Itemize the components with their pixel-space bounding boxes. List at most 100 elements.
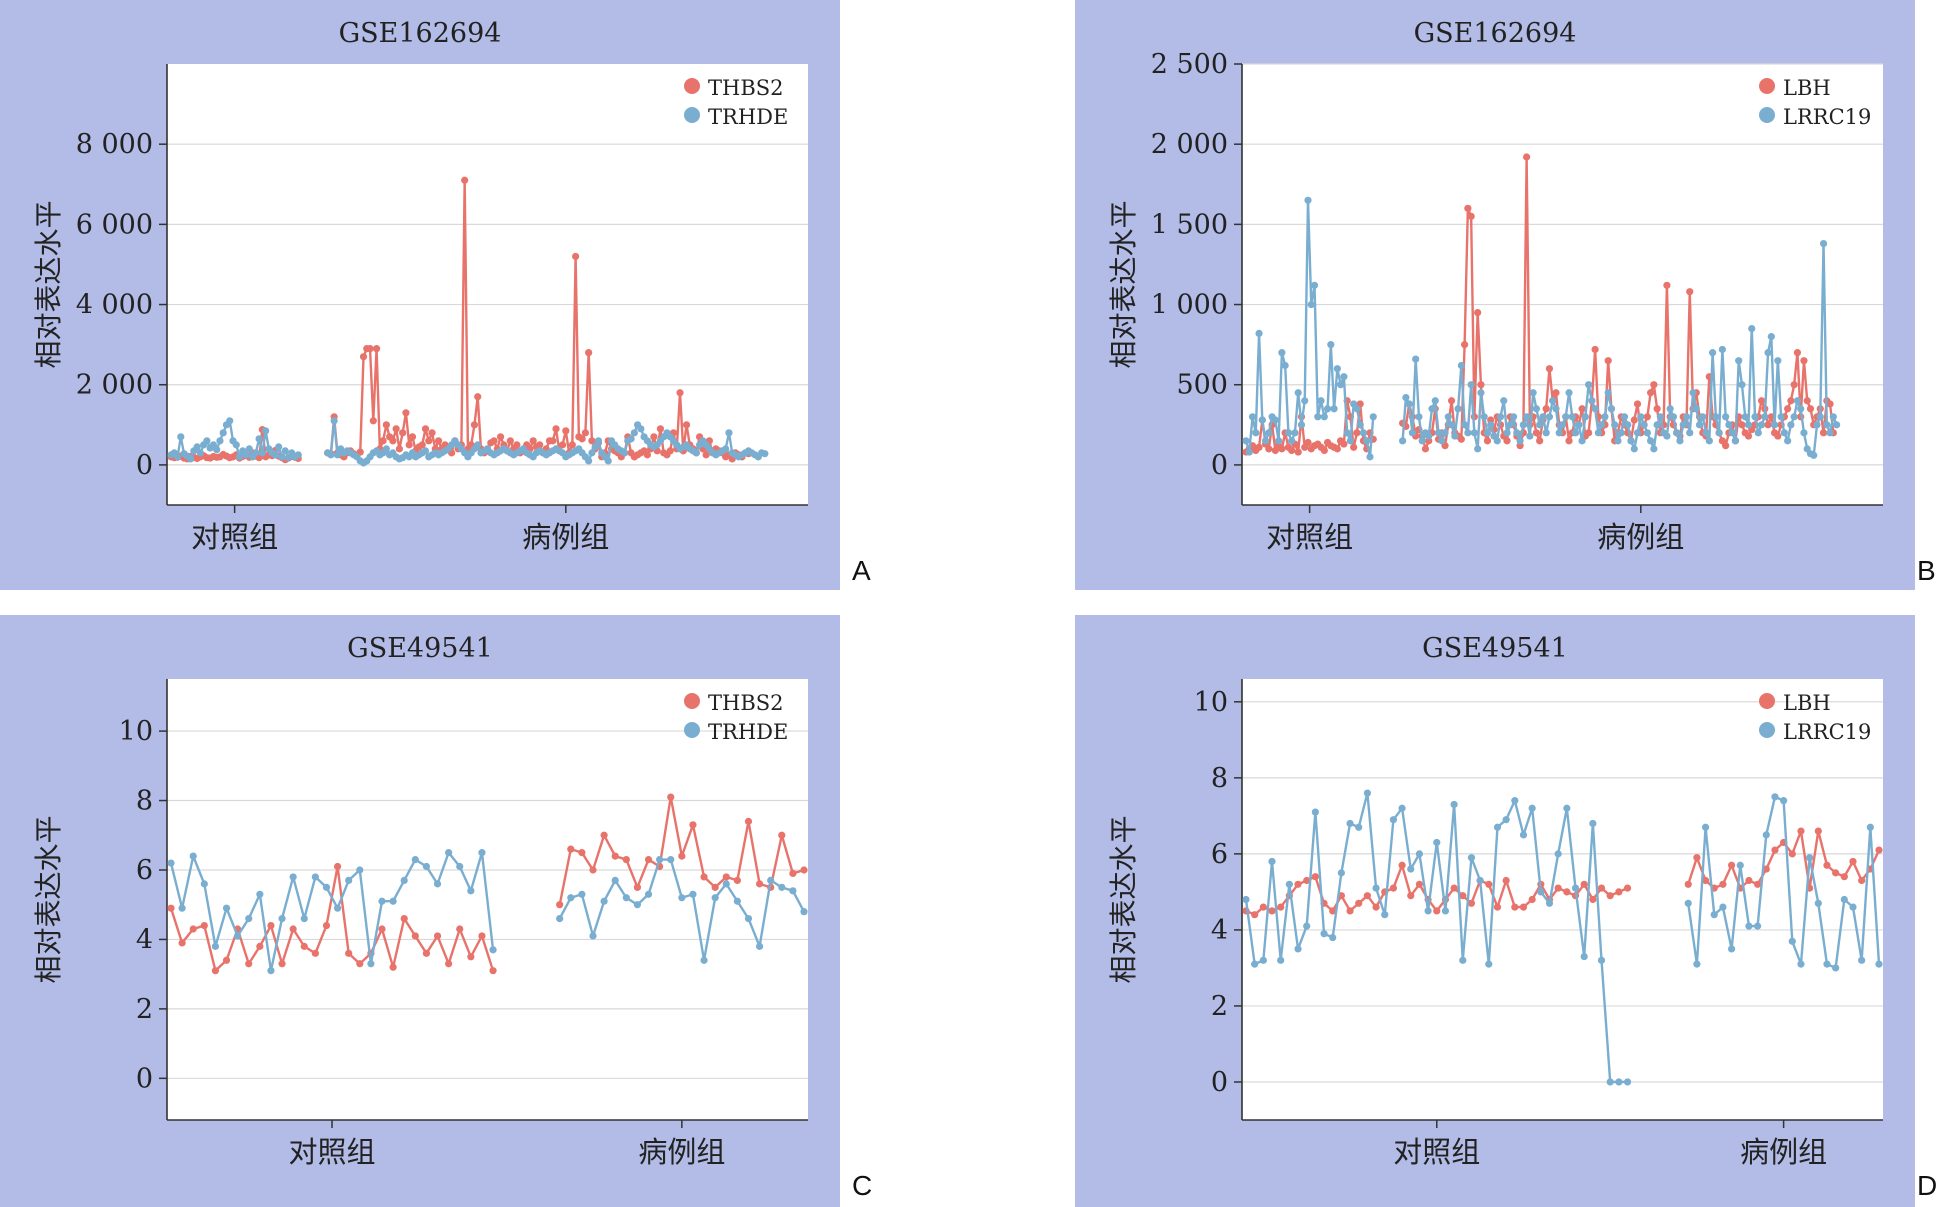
data-point xyxy=(1684,899,1692,907)
data-point xyxy=(1589,819,1597,828)
data-point xyxy=(1640,421,1648,429)
data-point xyxy=(369,417,377,425)
data-point xyxy=(1741,413,1749,421)
data-point xyxy=(1519,903,1528,911)
data-point xyxy=(1580,880,1588,888)
data-point xyxy=(1653,405,1661,413)
data-point xyxy=(1259,956,1267,964)
legend-marker xyxy=(684,107,700,123)
legend-label: TRHDE xyxy=(708,720,788,744)
data-point xyxy=(1693,960,1701,968)
data-point xyxy=(1346,907,1354,915)
data-point xyxy=(1770,421,1779,429)
data-point xyxy=(382,445,390,453)
data-point xyxy=(1346,819,1354,828)
data-point xyxy=(1255,329,1263,338)
data-point xyxy=(1597,884,1606,892)
data-point xyxy=(378,897,386,905)
data-point xyxy=(445,849,453,857)
data-point xyxy=(1323,405,1332,413)
data-point xyxy=(1682,413,1691,421)
data-point xyxy=(1329,907,1337,915)
data-point xyxy=(1735,357,1743,365)
data-point xyxy=(1245,448,1253,456)
chart-title: GSE49541 xyxy=(347,633,493,664)
data-point xyxy=(594,437,603,445)
data-point xyxy=(1402,393,1410,402)
data-point xyxy=(418,441,426,449)
data-point xyxy=(556,901,564,909)
data-point xyxy=(421,447,430,455)
x-tick-label: 对照组 xyxy=(1393,1135,1480,1169)
legend-label: LRRC19 xyxy=(1783,105,1871,129)
data-point xyxy=(1744,432,1753,440)
data-point xyxy=(1708,349,1717,357)
data-point xyxy=(1355,899,1363,907)
data-point xyxy=(1407,865,1415,873)
data-point xyxy=(1816,413,1824,421)
plot-area xyxy=(167,64,808,505)
y-tick-label: 4 xyxy=(1211,915,1228,946)
data-point xyxy=(1630,416,1638,424)
data-point xyxy=(193,443,201,451)
data-point xyxy=(1317,397,1325,405)
data-point xyxy=(425,437,433,445)
data-point xyxy=(1294,945,1302,953)
legend-label: LBH xyxy=(1783,691,1831,715)
data-point xyxy=(311,873,319,881)
data-point xyxy=(1780,797,1788,805)
chart-panel-a: GSE162694 0 2 000 4 000 6 000 8 000 相对表达水平 对照组… xyxy=(0,0,840,590)
data-point xyxy=(245,960,253,968)
data-point xyxy=(216,437,224,445)
data-point xyxy=(1591,405,1599,413)
y-tick-label: 2 000 xyxy=(1151,129,1228,160)
data-point xyxy=(256,942,264,950)
data-point xyxy=(1311,808,1319,816)
data-point xyxy=(1294,389,1302,397)
y-axis-label: 相对表达水平 xyxy=(32,200,65,368)
data-point xyxy=(1643,429,1651,437)
data-point xyxy=(1617,429,1625,437)
data-point xyxy=(402,409,410,417)
data-point xyxy=(1757,421,1766,429)
data-point xyxy=(633,883,642,891)
data-point xyxy=(1502,876,1510,885)
data-point xyxy=(1858,876,1866,885)
data-point xyxy=(211,967,220,975)
data-point xyxy=(1415,413,1423,421)
data-point xyxy=(1294,880,1302,888)
data-point xyxy=(1532,405,1540,413)
data-point xyxy=(1320,930,1328,938)
data-point xyxy=(1650,445,1658,453)
data-point xyxy=(1722,413,1730,421)
data-point xyxy=(622,855,630,864)
data-point xyxy=(1819,240,1828,248)
data-point xyxy=(1523,413,1531,421)
data-point xyxy=(1633,429,1642,437)
data-point xyxy=(1646,389,1655,397)
data-point xyxy=(1558,421,1567,429)
data-point xyxy=(226,417,234,425)
data-point xyxy=(585,457,593,465)
data-point xyxy=(1502,816,1510,824)
data-point xyxy=(689,890,697,898)
data-point xyxy=(1585,381,1593,389)
series-TRHDE xyxy=(167,417,769,467)
data-point xyxy=(744,817,753,825)
data-point xyxy=(1487,421,1495,429)
data-point xyxy=(1826,400,1834,408)
data-point xyxy=(678,894,686,902)
data-point xyxy=(1261,437,1270,445)
data-point xyxy=(422,949,431,957)
data-point xyxy=(256,890,264,898)
data-point xyxy=(1450,884,1458,892)
data-point xyxy=(1381,911,1389,919)
y-tick-label: 500 xyxy=(1176,370,1228,401)
data-point xyxy=(1467,381,1475,389)
data-point xyxy=(1549,397,1557,405)
data-point xyxy=(589,932,597,940)
data-point xyxy=(1832,869,1840,877)
data-point xyxy=(278,914,286,923)
data-point xyxy=(1340,440,1348,448)
